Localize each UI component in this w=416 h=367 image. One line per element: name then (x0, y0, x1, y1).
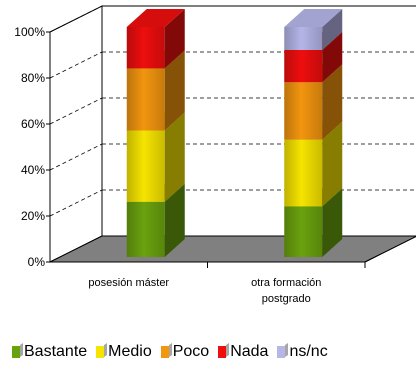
stacked-bar-chart: 0% 20% 40% 60% 80% 100% posesión máster otra fo… (14, 5, 416, 305)
legend-item-bastante: Bastante (12, 343, 87, 361)
side-wall (49, 5, 103, 263)
legend-item-medio: Medio (96, 343, 152, 361)
legend: Bastante Medio Poco Nada ns/nc (12, 343, 337, 361)
gridline-side (49, 143, 103, 171)
legend-item-poco: Poco (160, 343, 210, 361)
y-tick-label: 80% (21, 71, 45, 85)
legend-label: Poco (172, 343, 210, 360)
gridline-side (49, 97, 103, 125)
y-tick-label: 40% (21, 163, 45, 177)
gridline-side (49, 5, 103, 33)
y-tick-label: 100% (14, 25, 45, 39)
gridline-side (49, 51, 103, 79)
bar-segment-nada (126, 9, 185, 69)
x-category-label: otra formación postgrado (251, 277, 321, 305)
legend-item-ns-nc: ns/nc (277, 343, 328, 361)
legend-label: ns/nc (289, 343, 328, 360)
legend-label: Bastante (24, 343, 88, 360)
y-tick-label: 20% (21, 209, 45, 223)
gridline-side (49, 189, 103, 217)
legend-swatch (160, 346, 169, 358)
y-tick-label: 0% (28, 255, 46, 269)
legend-swatch (96, 346, 105, 358)
x-category-label: posesión máster (88, 277, 169, 289)
legend-label: Nada (230, 343, 269, 360)
legend-label: Medio (108, 343, 152, 360)
legend-swatch (277, 346, 286, 358)
y-tick-label: 60% (21, 117, 45, 131)
legend-swatch (218, 346, 227, 358)
legend-item-nada: Nada (218, 343, 268, 361)
bar-segment-ns-nc (284, 9, 343, 50)
legend-swatch (12, 346, 20, 358)
floor-edge (364, 235, 416, 263)
floor (49, 235, 416, 263)
